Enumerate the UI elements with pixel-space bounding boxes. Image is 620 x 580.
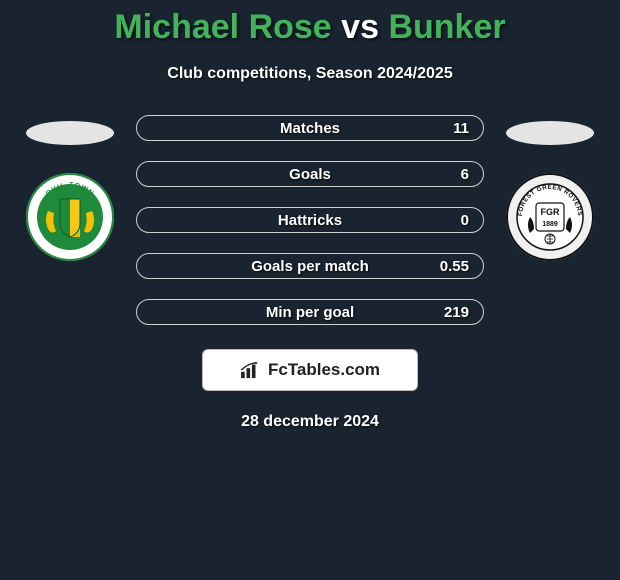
left-oval (26, 121, 114, 145)
right-oval (506, 121, 594, 145)
subtitle: Club competitions, Season 2024/2025 (0, 65, 620, 83)
stats-column: Matches 11 Goals 6 Hattricks 0 Goals per… (130, 115, 490, 325)
crest-right-fgr: FGR (541, 207, 560, 217)
date-text: 28 december 2024 (0, 413, 620, 431)
crest-left: OVIL TOWN (26, 173, 114, 261)
vs-text: vs (341, 8, 379, 46)
stat-value: 219 (444, 304, 469, 321)
stat-value: 0.55 (440, 258, 469, 275)
page-title: Michael Rose vs Bunker (0, 0, 620, 47)
stat-bar-goals-per-match: Goals per match 0.55 (136, 253, 484, 279)
player2-name: Bunker (388, 8, 505, 46)
stat-bar-goals: Goals 6 (136, 161, 484, 187)
stat-bar-matches: Matches 11 (136, 115, 484, 141)
right-column: FOREST GREEN ROVERS FGR 1889 (490, 115, 610, 261)
stat-label: Hattricks (278, 212, 342, 229)
brand-text: FcTables.com (268, 360, 380, 380)
main-row: OVIL TOWN Matches 11 Goals 6 (0, 115, 620, 325)
stat-label: Goals (289, 166, 331, 183)
bar-chart-icon (240, 361, 262, 379)
left-column: OVIL TOWN (10, 115, 130, 261)
comparison-card: Michael Rose vs Bunker Club competitions… (0, 0, 620, 431)
stat-bar-min-per-goal: Min per goal 219 (136, 299, 484, 325)
stat-label: Min per goal (266, 304, 354, 321)
crest-right: FOREST GREEN ROVERS FGR 1889 (506, 173, 594, 261)
stat-label: Goals per match (251, 258, 369, 275)
stat-value: 11 (453, 120, 469, 137)
crest-right-svg: FOREST GREEN ROVERS FGR 1889 (506, 173, 594, 261)
brand-box[interactable]: FcTables.com (202, 349, 418, 391)
stat-value: 0 (461, 212, 469, 229)
player1-name: Michael Rose (114, 8, 331, 46)
crest-right-year: 1889 (542, 221, 558, 228)
stat-value: 6 (461, 166, 469, 183)
crest-left-svg: OVIL TOWN (26, 173, 114, 261)
stat-label: Matches (280, 120, 340, 137)
stat-bar-hattricks: Hattricks 0 (136, 207, 484, 233)
